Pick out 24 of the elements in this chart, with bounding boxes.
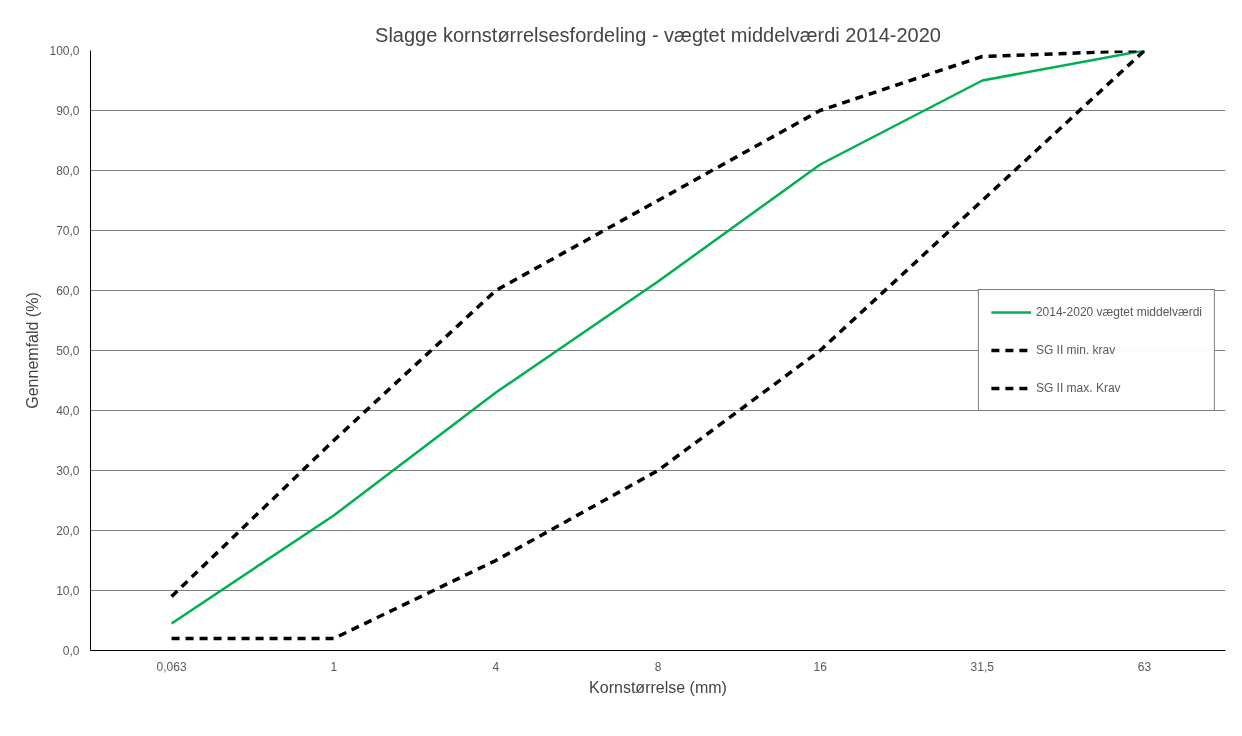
y-tick-label: 10,0 <box>56 584 80 598</box>
y-tick-label: 60,0 <box>56 284 80 298</box>
y-tick-label: 90,0 <box>56 104 80 118</box>
y-tick-label: 70,0 <box>56 224 80 238</box>
legend-label: SG II min. krav <box>1035 343 1116 357</box>
y-tick-label: 100,0 <box>49 44 80 58</box>
y-tick-label: 80,0 <box>56 164 80 178</box>
x-axis-title: Kornstørrelse (mm) <box>589 678 727 696</box>
y-tick-label: 20,0 <box>56 524 80 538</box>
x-tick-label: 16 <box>813 659 828 674</box>
x-tick-label: 1 <box>330 659 338 674</box>
x-tick-label: 4 <box>492 659 500 674</box>
x-tick-label: 8 <box>654 659 662 674</box>
chart-title: Slagge kornstørrelsesfordeling - vægtet middelværdi 2014-2020 <box>375 23 941 46</box>
y-tick-label: 0,0 <box>62 644 80 658</box>
y-tick-label: 50,0 <box>56 344 80 358</box>
legend-label: 2014-2020 vægtet middelværdi <box>1035 305 1202 319</box>
x-tick-label: 0,063 <box>156 659 187 674</box>
x-tick-label: 31,5 <box>970 659 995 674</box>
x-tick-label: 63 <box>1137 659 1152 674</box>
y-tick-label: 30,0 <box>56 464 80 478</box>
y-axis-title: Gennemfald (%) <box>24 292 42 409</box>
legend-label: SG II max. Krav <box>1035 381 1121 395</box>
y-tick-label: 40,0 <box>56 404 80 418</box>
